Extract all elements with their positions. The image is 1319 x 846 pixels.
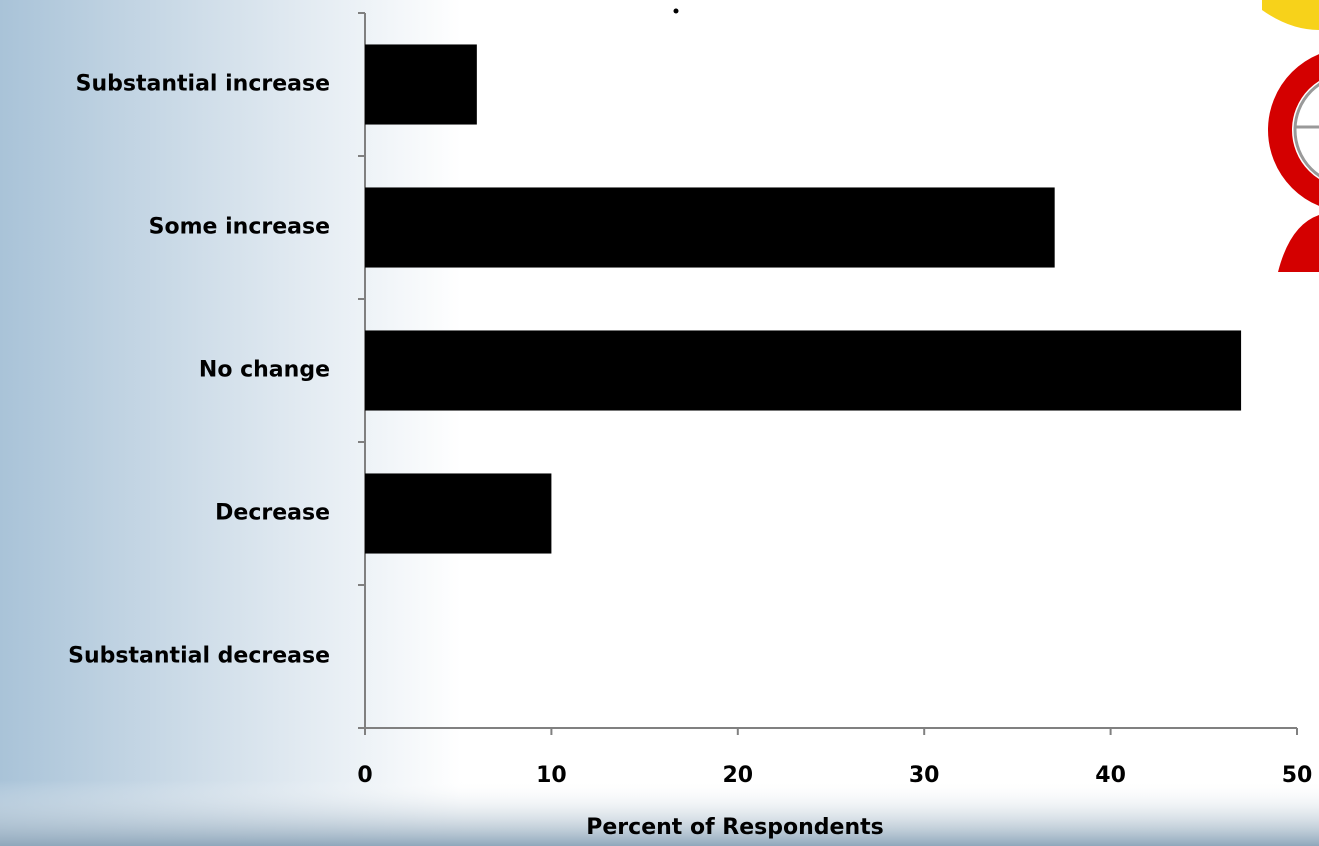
y-tick-label: Decrease <box>215 501 330 526</box>
background-ground <box>0 780 1319 846</box>
x-axis-label: Percent of Respondents <box>586 815 883 840</box>
x-tick-label: 30 <box>909 763 940 788</box>
bar <box>365 187 1055 268</box>
y-tick-label: Some increase <box>149 215 330 240</box>
title-dot <box>673 8 679 14</box>
y-tick-label: Substantial decrease <box>68 644 330 669</box>
x-tick-label: 50 <box>1282 763 1313 788</box>
x-tick-label: 0 <box>357 763 372 788</box>
clock-icon <box>1262 0 1319 272</box>
x-tick-label: 20 <box>722 763 753 788</box>
x-tick-label: 40 <box>1095 763 1126 788</box>
bar <box>365 330 1242 411</box>
bar <box>365 44 477 125</box>
y-tick-label: No change <box>199 358 330 383</box>
bar <box>365 473 552 554</box>
y-tick-label: Substantial increase <box>76 72 330 97</box>
x-tick-label: 10 <box>536 763 567 788</box>
